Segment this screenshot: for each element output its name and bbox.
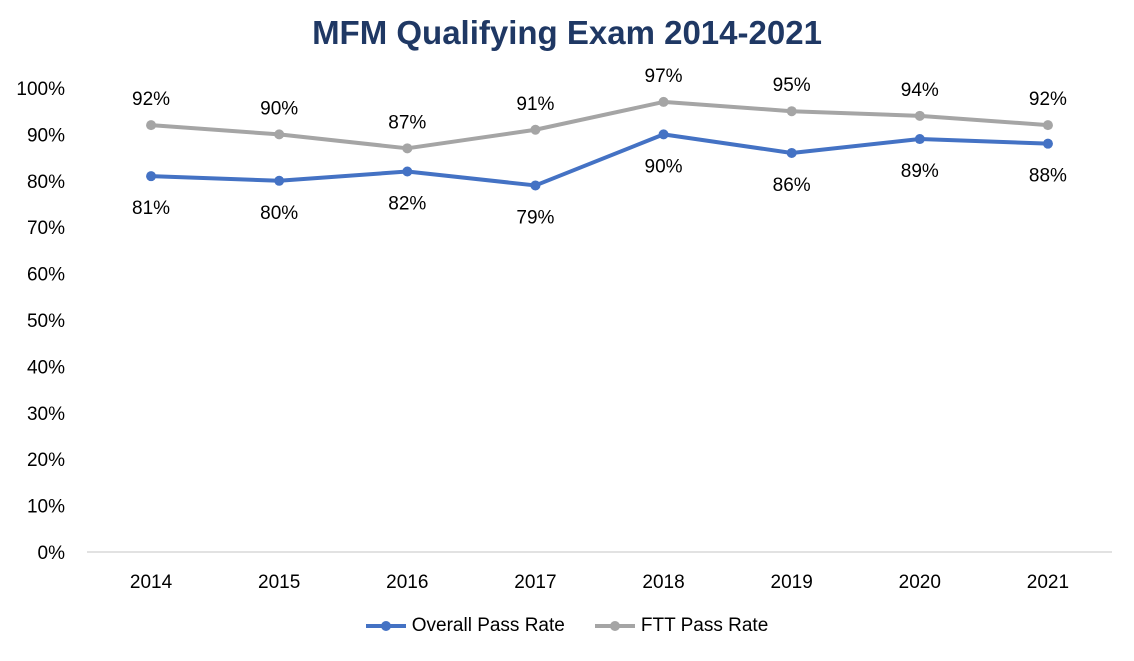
data-label: 81% bbox=[132, 198, 170, 219]
data-label: 79% bbox=[516, 207, 554, 228]
x-tick-label: 2014 bbox=[130, 572, 173, 593]
data-point bbox=[914, 134, 925, 145]
legend: Overall Pass Rate FTT Pass Rate bbox=[0, 615, 1134, 637]
x-tick-label: 2017 bbox=[514, 572, 556, 593]
y-axis: 0% 10% 20% 30% 40% 50% 60% 70% 80% 90% 100% bbox=[16, 79, 65, 564]
data-point bbox=[914, 110, 925, 121]
data-label: 91% bbox=[516, 94, 554, 115]
x-tick-label: 2016 bbox=[386, 572, 428, 593]
data-point bbox=[786, 147, 797, 158]
data-label: 82% bbox=[388, 194, 426, 215]
data-point bbox=[1042, 120, 1053, 131]
legend-item: FTT Pass Rate bbox=[594, 615, 769, 637]
y-tick-label: 70% bbox=[27, 218, 65, 239]
series-1 bbox=[146, 129, 1053, 191]
legend-item: Overall Pass Rate bbox=[365, 615, 565, 637]
data-label: 97% bbox=[645, 66, 683, 87]
data-label: 89% bbox=[901, 161, 939, 182]
data-point bbox=[146, 120, 157, 131]
data-label: 95% bbox=[773, 75, 811, 96]
legend-marker bbox=[609, 621, 620, 631]
data-point bbox=[658, 129, 669, 140]
data-point bbox=[402, 166, 413, 177]
data-point bbox=[530, 180, 541, 191]
legend-swatch bbox=[365, 621, 406, 631]
y-tick-label: 80% bbox=[27, 172, 65, 193]
data-label: 92% bbox=[132, 89, 170, 110]
chart-title: MFM Qualifying Exam 2014-2021 bbox=[312, 14, 822, 51]
data-point bbox=[658, 96, 669, 107]
data-point bbox=[786, 106, 797, 117]
x-tick-label: 2021 bbox=[1027, 572, 1069, 593]
y-tick-label: 90% bbox=[27, 125, 65, 146]
series-2 bbox=[146, 96, 1053, 154]
series-line bbox=[149, 99, 1050, 151]
data-label: 92% bbox=[1029, 89, 1067, 110]
series-layer bbox=[146, 96, 1053, 191]
x-tick-label: 2018 bbox=[642, 572, 684, 593]
data-label: 90% bbox=[645, 156, 683, 177]
x-tick-label: 2020 bbox=[899, 572, 941, 593]
data-label: 88% bbox=[1029, 166, 1067, 187]
data-point bbox=[1042, 138, 1053, 149]
y-tick-label: 100% bbox=[16, 79, 65, 100]
y-tick-label: 50% bbox=[27, 311, 65, 332]
data-point bbox=[274, 129, 285, 140]
data-label: 80% bbox=[260, 203, 298, 224]
data-point bbox=[274, 175, 285, 186]
data-labels: 81% 80% 82% 79% 90% 86% 89% 88% 92% 90% 87% 91% 97% 9… bbox=[132, 66, 1067, 229]
legend-swatch bbox=[594, 621, 635, 631]
data-label: 94% bbox=[901, 80, 939, 101]
data-label: 87% bbox=[388, 112, 426, 133]
data-point bbox=[402, 143, 413, 154]
legend-marker bbox=[380, 621, 391, 631]
y-tick-label: 20% bbox=[27, 450, 65, 471]
legend-label: Overall Pass Rate bbox=[411, 615, 565, 636]
data-label: 90% bbox=[260, 98, 298, 119]
y-tick-label: 60% bbox=[27, 265, 65, 286]
y-tick-label: 0% bbox=[38, 543, 66, 564]
data-label: 86% bbox=[773, 175, 811, 196]
legend-label: FTT Pass Rate bbox=[640, 615, 769, 636]
x-axis: 2014 2015 2016 2017 2018 2019 2020 2021 bbox=[130, 572, 1069, 593]
y-tick-label: 10% bbox=[27, 497, 65, 518]
data-point bbox=[530, 124, 541, 135]
y-tick-label: 30% bbox=[27, 404, 65, 425]
data-point bbox=[146, 171, 157, 182]
x-tick-label: 2015 bbox=[258, 572, 300, 593]
y-tick-label: 40% bbox=[27, 357, 65, 378]
series-line bbox=[149, 132, 1050, 188]
x-tick-label: 2019 bbox=[771, 572, 813, 593]
